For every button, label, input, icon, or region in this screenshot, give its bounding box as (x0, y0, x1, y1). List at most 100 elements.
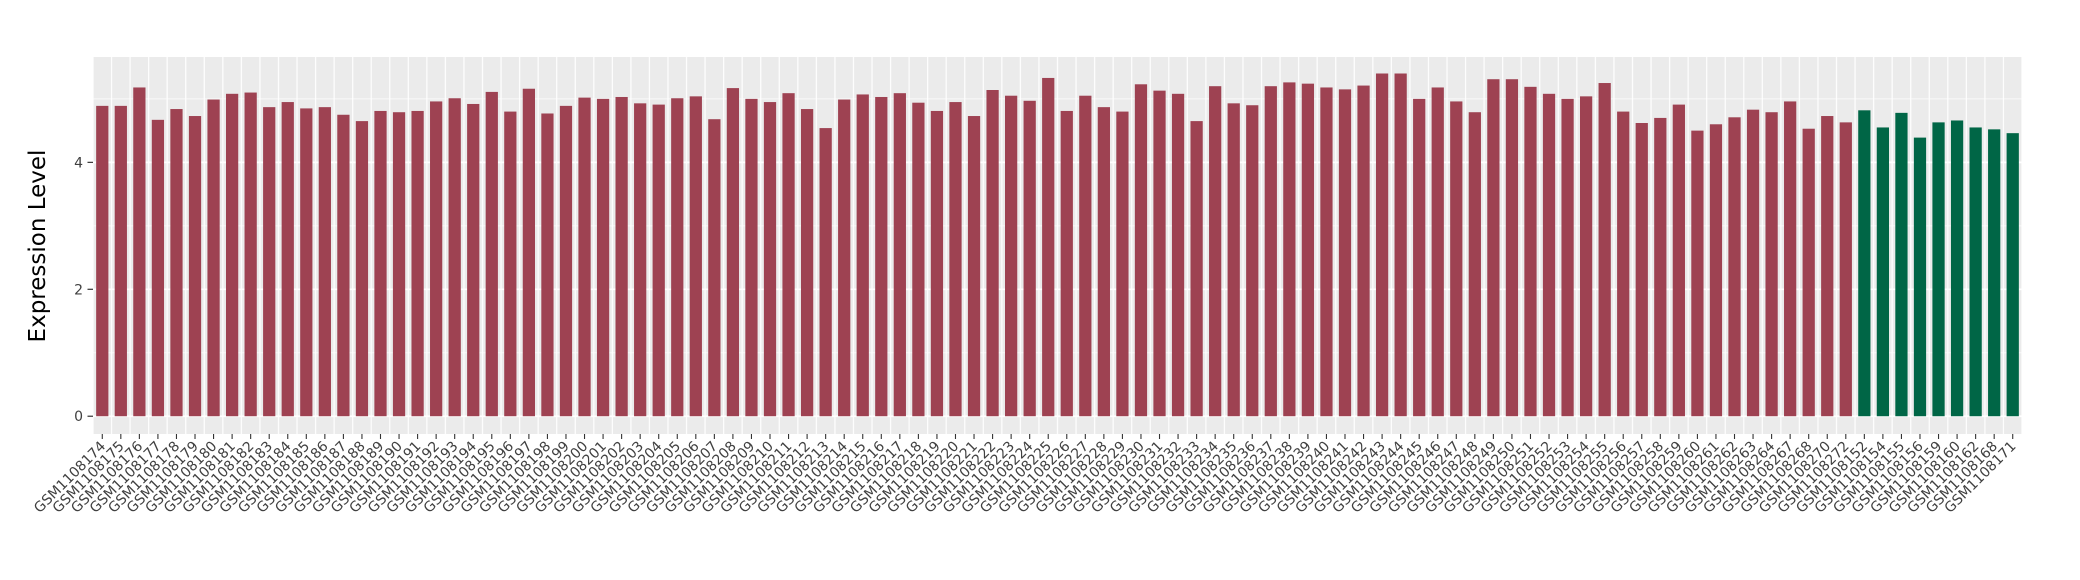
bar-GSM1108233 (1190, 121, 1203, 417)
bar-GSM1108208 (726, 88, 740, 417)
bar-GSM1108256 (1617, 111, 1630, 417)
bar-GSM1108206 (689, 96, 702, 417)
bar-GSM1108232 (1171, 93, 1185, 417)
bar-GSM1108152 (1858, 110, 1871, 417)
bar-GSM1108198 (541, 113, 554, 417)
bar-GSM1108154 (1876, 127, 1890, 417)
bar-GSM1108195 (485, 91, 498, 417)
bar-GSM1108196 (504, 111, 517, 417)
bar-GSM1108257 (1635, 123, 1648, 417)
bar-GSM1108264 (1765, 112, 1778, 417)
bar-GSM1108156 (1913, 137, 1927, 417)
bar-GSM1108193 (448, 98, 461, 417)
bar-GSM1108204 (652, 104, 665, 417)
bar-GSM1108226 (1060, 110, 1073, 417)
bar-GSM1108194 (467, 103, 480, 417)
bar-GSM1108201 (596, 98, 610, 417)
bar-GSM1108244 (1394, 73, 1407, 417)
bar-GSM1108219 (930, 110, 944, 417)
bar-GSM1108185 (300, 108, 313, 417)
bar-GSM1108176 (133, 87, 146, 417)
bar-GSM1108248 (1468, 112, 1481, 417)
bar-GSM1108221 (967, 116, 981, 417)
bar-GSM1108211 (782, 93, 795, 417)
bar-GSM1108213 (819, 128, 832, 417)
bar-GSM1108174 (96, 105, 109, 417)
bar-GSM1108179 (188, 116, 202, 417)
bar-GSM1108272 (1839, 122, 1852, 417)
bar-GSM1108253 (1561, 98, 1574, 417)
bar-GSM1108197 (522, 88, 536, 417)
y-tick-label: 0 (74, 409, 83, 425)
bar-GSM1108235 (1227, 103, 1240, 417)
bar-GSM1108262 (1728, 117, 1741, 417)
bar-GSM1108241 (1338, 89, 1352, 417)
bar-GSM1108192 (430, 101, 443, 417)
bar-GSM1108238 (1283, 82, 1296, 417)
bar-GSM1108162 (1969, 127, 1982, 417)
bar-GSM1108199 (559, 105, 573, 417)
bar-GSM1108263 (1746, 109, 1760, 417)
bar-GSM1108214 (838, 99, 851, 417)
bar-GSM1108218 (912, 102, 925, 417)
bar-GSM1108188 (355, 121, 369, 417)
bar-GSM1108236 (1246, 105, 1259, 417)
bar-GSM1108260 (1691, 130, 1704, 417)
bar-GSM1108223 (1005, 95, 1018, 417)
y-tick-label: 2 (74, 282, 83, 298)
bar-GSM1108224 (1023, 100, 1036, 417)
bar-GSM1108209 (745, 98, 758, 417)
bar-GSM1108227 (1079, 95, 1092, 417)
bar-GSM1108203 (634, 103, 647, 417)
bar-GSM1108191 (411, 110, 424, 417)
bar-GSM1108270 (1821, 116, 1834, 417)
bar-GSM1108168 (1988, 129, 2001, 417)
bar-GSM1108216 (875, 96, 888, 417)
bar-GSM1108229 (1116, 111, 1129, 417)
bar-GSM1108220 (949, 102, 962, 417)
bar-GSM1108186 (318, 107, 331, 417)
bar-GSM1108252 (1542, 93, 1556, 417)
bar-GSM1108250 (1505, 79, 1519, 417)
bar-GSM1108254 (1579, 96, 1593, 417)
bar-GSM1108175 (114, 105, 127, 417)
bar-GSM1108159 (1932, 122, 1945, 417)
bar-GSM1108217 (893, 93, 906, 417)
bar-GSM1108215 (856, 94, 869, 417)
bar-GSM1108182 (244, 92, 257, 417)
bar-GSM1108239 (1301, 83, 1315, 417)
bar-GSM1108171 (2006, 133, 2019, 417)
bar-GSM1108187 (337, 114, 350, 417)
bar-GSM1108228 (1097, 107, 1110, 417)
bar-GSM1108181 (225, 93, 239, 417)
bar-GSM1108240 (1320, 87, 1333, 417)
bar-GSM1108190 (392, 112, 406, 417)
bar-GSM1108255 (1598, 83, 1611, 417)
bar-GSM1108207 (708, 119, 721, 417)
bar-GSM1108160 (1950, 120, 1964, 417)
bar-GSM1108177 (151, 119, 165, 417)
bar-GSM1108184 (281, 102, 294, 417)
bar-GSM1108202 (615, 96, 628, 417)
bar-GSM1108237 (1264, 86, 1277, 417)
bar-GSM1108267 (1784, 101, 1797, 417)
bar-GSM1108261 (1709, 124, 1723, 417)
bar-GSM1108259 (1672, 104, 1685, 417)
bar-GSM1108200 (578, 97, 591, 417)
bar-GSM1108205 (671, 98, 684, 417)
bar-GSM1108210 (763, 102, 777, 417)
bar-GSM1108178 (170, 109, 183, 417)
bar-GSM1108155 (1895, 112, 1908, 417)
bar-GSM1108183 (263, 107, 276, 417)
bar-GSM1108242 (1357, 85, 1370, 417)
bar-GSM1108212 (800, 109, 814, 417)
bar-GSM1108243 (1375, 73, 1389, 417)
bar-GSM1108249 (1487, 79, 1500, 417)
bar-GSM1108234 (1209, 86, 1222, 417)
bar-GSM1108268 (1802, 128, 1815, 417)
bar-GSM1108251 (1524, 86, 1537, 417)
bar-GSM1108246 (1431, 87, 1444, 417)
bar-GSM1108247 (1450, 101, 1463, 417)
bar-GSM1108180 (207, 99, 220, 417)
